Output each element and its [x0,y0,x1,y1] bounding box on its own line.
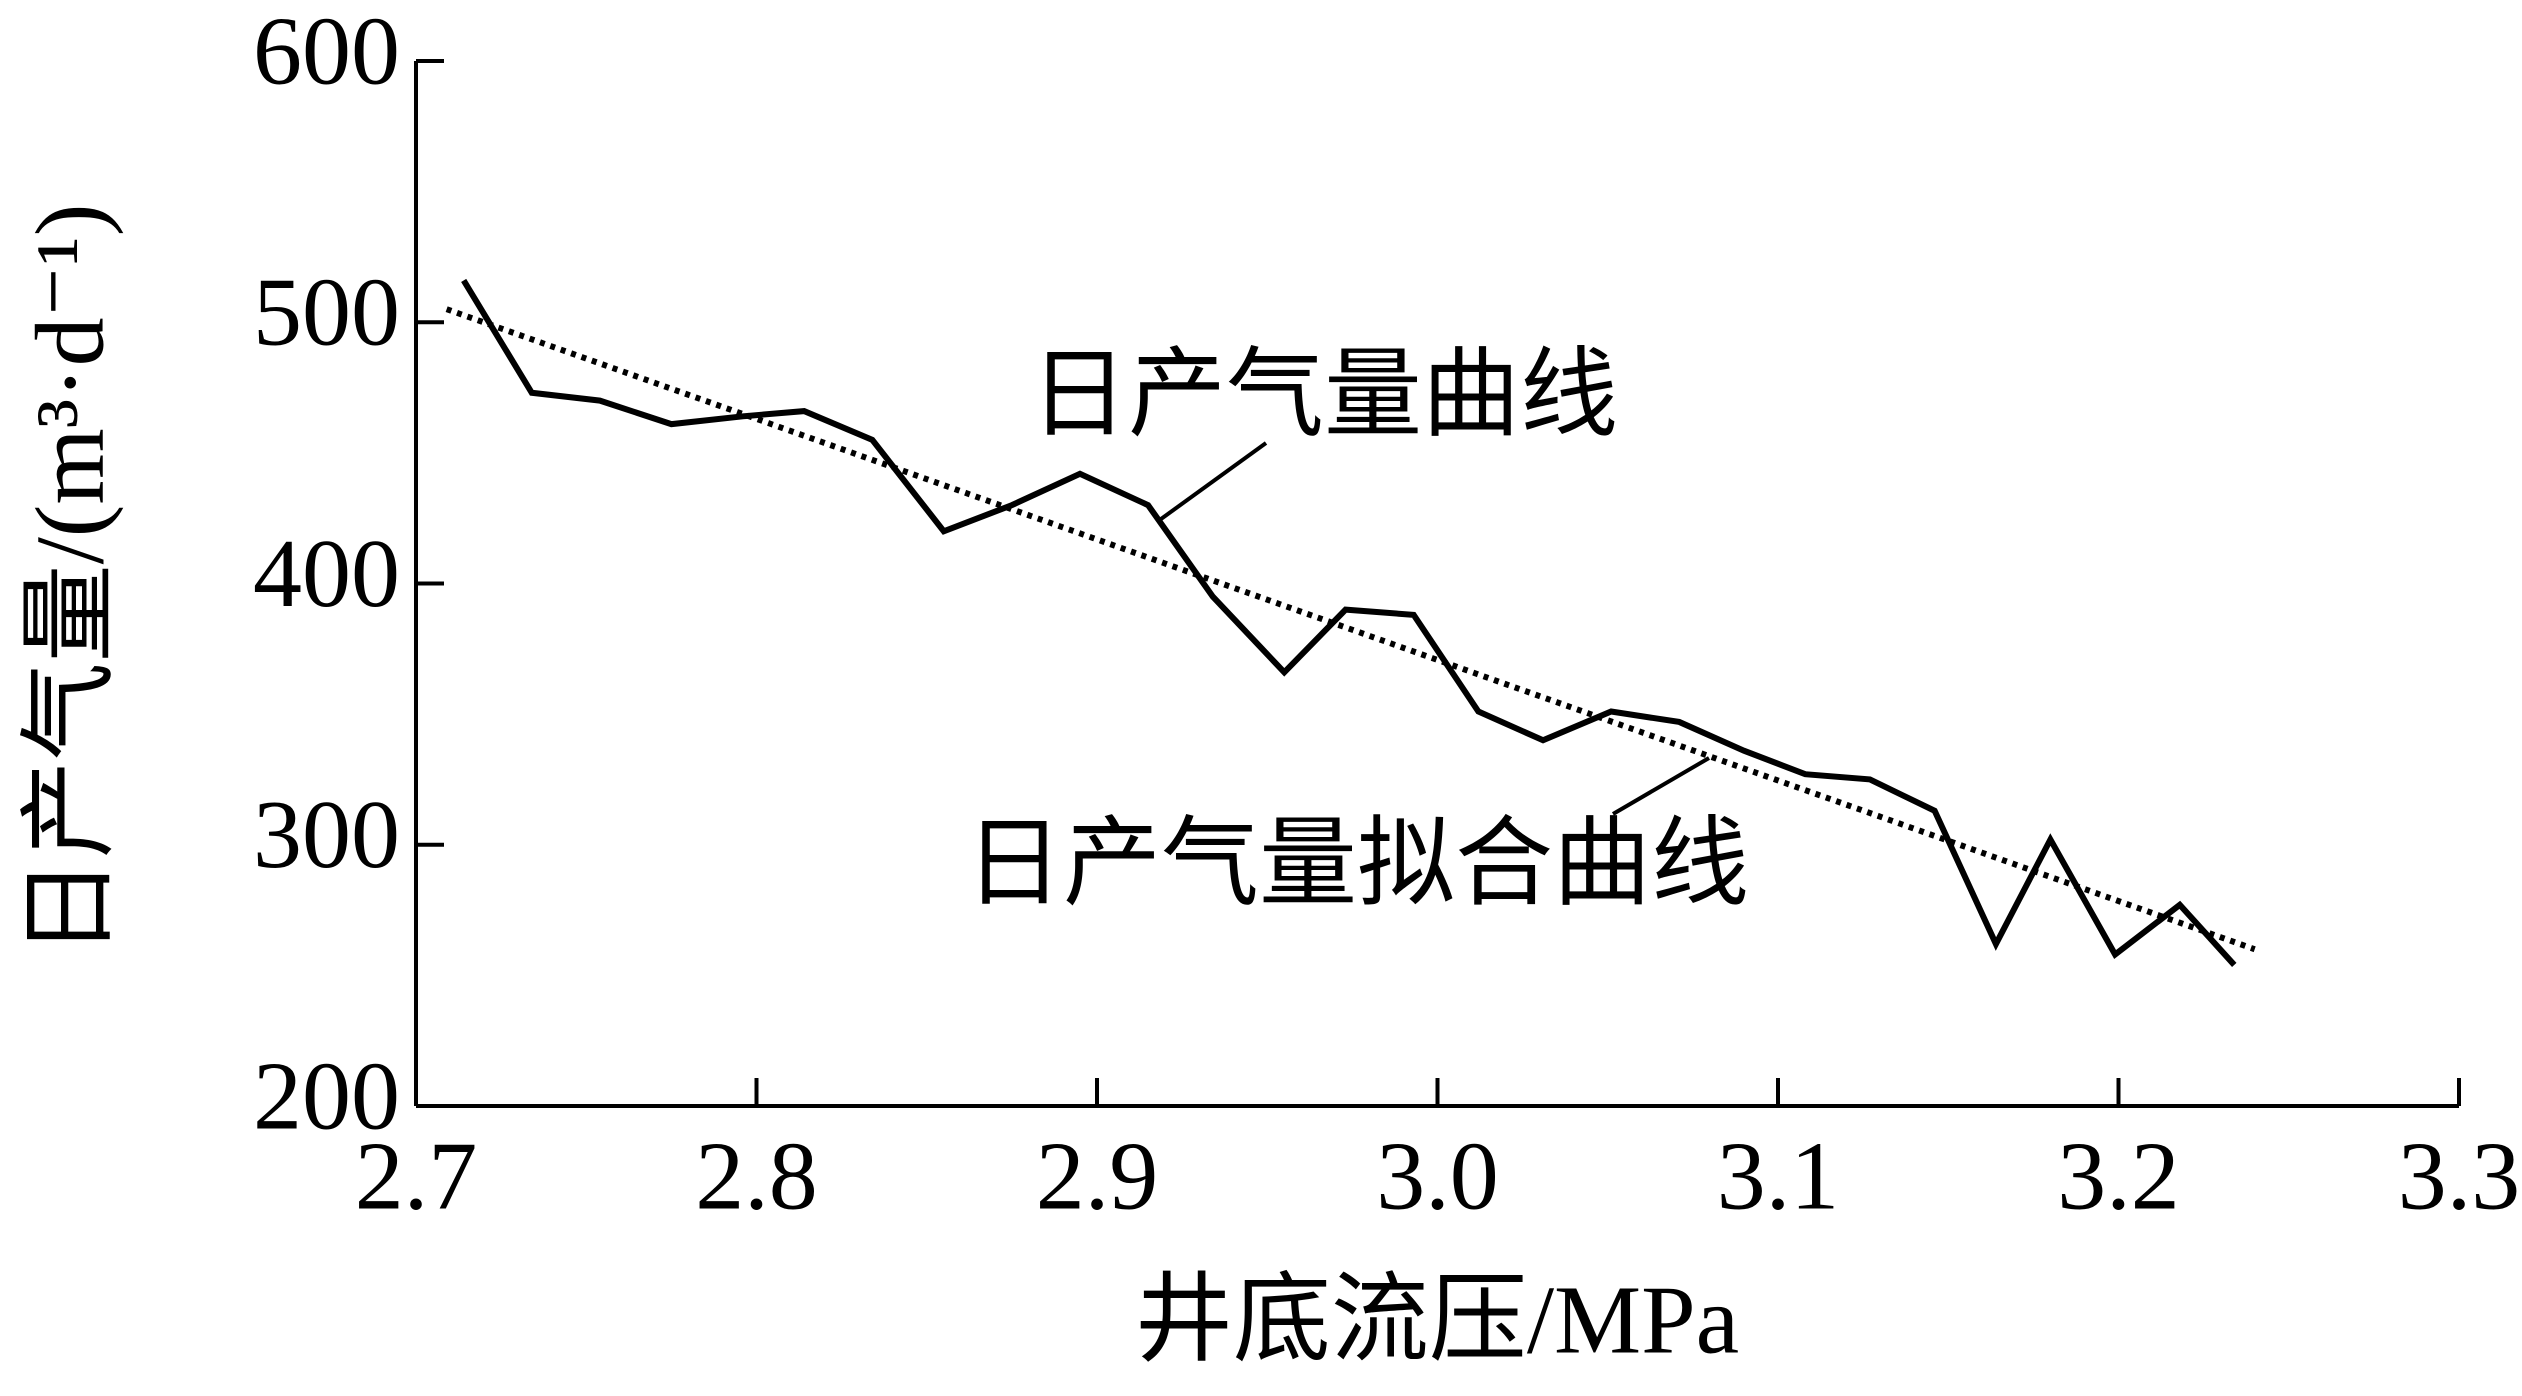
series-annotation: 日产气量曲线 [1030,341,1618,449]
y-tick-label: 500 [253,259,400,367]
x-tick-label: 3.0 [1376,1122,1499,1230]
series-annotation: 日产气量拟合曲线 [965,810,1749,918]
annotation-leader [1159,441,1268,521]
y-axis-label: 日产气量/(m³·d⁻¹) [16,204,124,957]
y-tick-label: 200 [253,1042,400,1150]
y-tick-label: 400 [253,520,400,628]
x-tick-label: 2.9 [1036,1122,1159,1230]
x-tick-label: 3.1 [1717,1122,1840,1230]
x-axis-label: 井底流压/MPa [1135,1266,1739,1374]
y-tick-label: 300 [253,781,400,889]
x-tick-label: 2.8 [695,1122,818,1230]
y-tick-label: 600 [253,0,400,105]
x-tick-label: 3.2 [2057,1122,2180,1230]
x-tick-label: 3.3 [2398,1122,2521,1230]
data-line [461,278,2237,967]
annotation-leader [1611,756,1711,816]
x-tick-label: 2.7 [355,1122,478,1230]
fit-line [445,306,2256,953]
